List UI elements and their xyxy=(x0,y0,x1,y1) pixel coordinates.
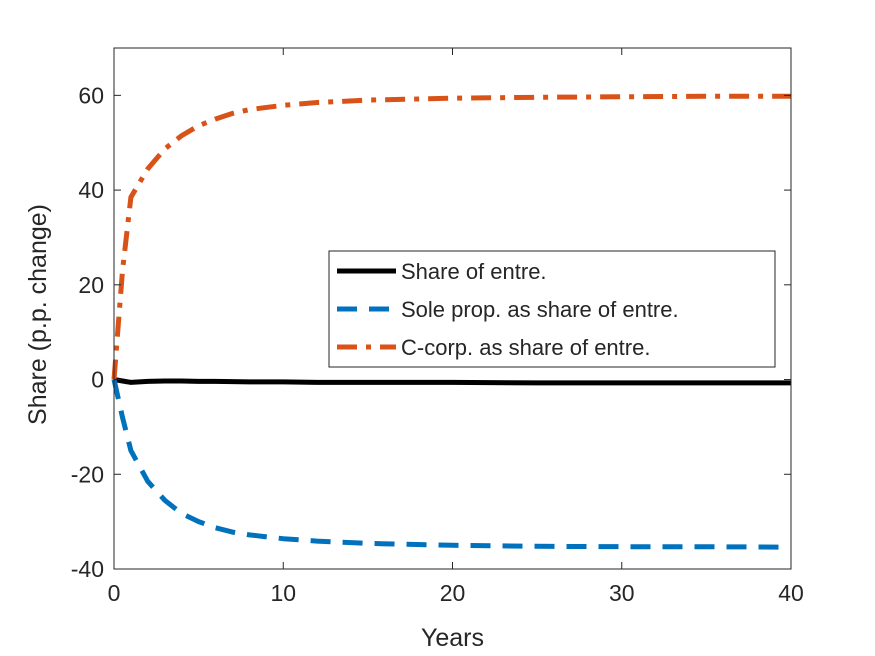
plot-lines xyxy=(111,93,792,550)
axis-tick-labels: 0 10 20 30 40 -40 -20 0 20 40 60 xyxy=(71,82,804,606)
y-tick-label: 40 xyxy=(78,177,104,203)
x-tick-label: 30 xyxy=(609,580,635,606)
y-tick-label: 20 xyxy=(78,272,104,298)
legend-box xyxy=(328,250,776,368)
legend-label: Sole prop. as share of entre. xyxy=(401,297,679,322)
series-line-0 xyxy=(113,377,791,386)
axis-ticks xyxy=(113,48,792,570)
x-tick-label: 0 xyxy=(108,580,121,606)
x-axis-label: Years xyxy=(421,624,484,652)
legend-label: Share of entre. xyxy=(401,259,547,284)
y-tick-label: -20 xyxy=(71,461,104,487)
legend-label: C-corp. as share of entre. xyxy=(401,335,650,360)
x-tick-label: 40 xyxy=(778,580,804,606)
x-tick-label: 10 xyxy=(270,580,296,606)
series-line-1 xyxy=(111,378,792,550)
y-tick-label: -40 xyxy=(71,556,104,582)
y-axis-label: Share (p.p. change) xyxy=(24,204,52,425)
legend: Share of entre. Sole prop. as share of en… xyxy=(328,250,776,368)
x-tick-label: 20 xyxy=(440,580,466,606)
y-tick-label: 0 xyxy=(91,367,104,393)
y-tick-label: 60 xyxy=(78,82,104,108)
